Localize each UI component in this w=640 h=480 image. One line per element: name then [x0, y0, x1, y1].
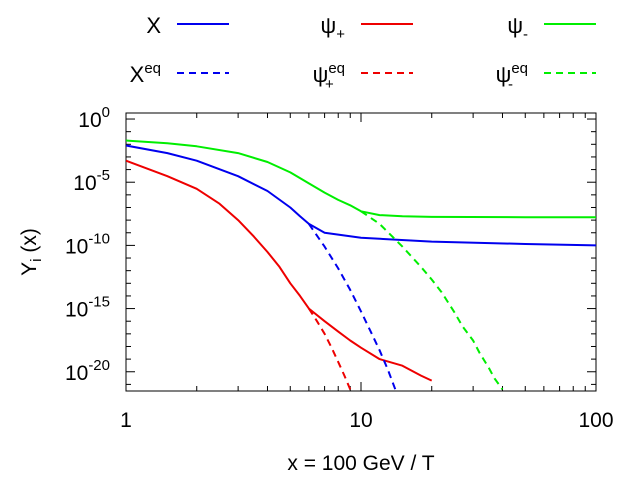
legend-item-2: ψ- — [507, 13, 596, 43]
y-tick-label: 10-15 — [65, 294, 110, 322]
x-axis-label: x = 100 GeV / T — [287, 452, 434, 475]
series-line-3 — [308, 223, 397, 390]
legend-label: ψeq - — [496, 60, 528, 93]
y-tick-label: 10-10 — [65, 230, 110, 258]
legend-item-5: ψeq - — [496, 60, 596, 93]
x-tick-label: 10 — [349, 409, 372, 432]
y-tick-label: 10-5 — [73, 167, 110, 195]
plot-frame — [125, 112, 597, 392]
x-tick-label: 100 — [578, 409, 613, 432]
x-tick-label: 1 — [120, 409, 132, 432]
y-tick-label: 10-20 — [65, 357, 110, 385]
series-lines — [126, 139, 596, 391]
legend-item-0: X — [146, 13, 229, 38]
legend-label: ψeq + — [313, 60, 345, 93]
series-line-4 — [308, 308, 353, 391]
legend-label: ψ- — [507, 13, 528, 43]
legend-label: X — [146, 13, 161, 38]
series-line-0 — [126, 144, 596, 247]
series-line-2 — [126, 139, 596, 219]
legend-item-4: ψeq + — [313, 60, 413, 93]
legend-item-3: Xeq — [130, 60, 229, 87]
series-line-1 — [126, 159, 433, 382]
legend-item-1: ψ+ — [321, 13, 413, 43]
y-tick-label: 100 — [78, 104, 110, 132]
legend-label: ψ+ — [321, 13, 346, 43]
minor-ticks — [126, 113, 596, 391]
y-axis-label: Yi (x) — [18, 228, 45, 276]
series-line-5 — [360, 210, 504, 390]
legend-label: Xeq — [130, 60, 161, 87]
major-ticks: 1 10 100 100 10-5 10-10 10-15 10-20 — [65, 104, 614, 432]
